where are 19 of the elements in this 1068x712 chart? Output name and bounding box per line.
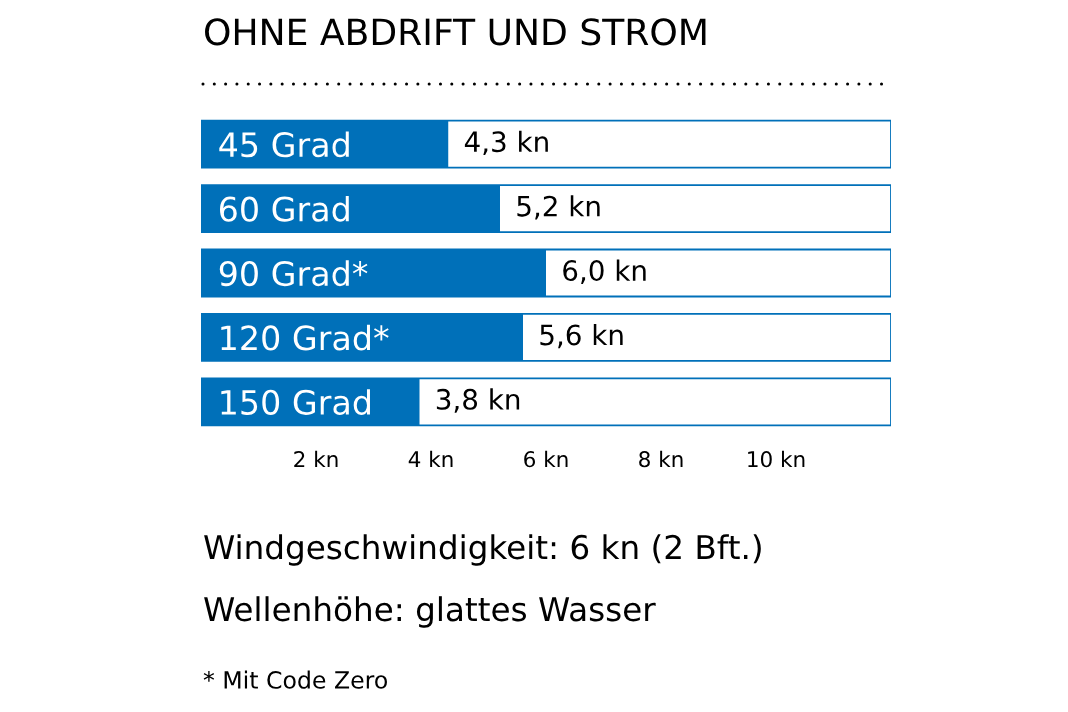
text: Wellenhöhe: glattes Wasser xyxy=(204,596,656,628)
y-tick-label: 90 Grad* xyxy=(219,260,368,287)
chart-title: OHNE ABDRIFT UND STROM xyxy=(205,18,706,46)
data-label: 6,0 kn xyxy=(563,259,646,284)
y-tick-label: 60 Grad xyxy=(219,195,349,222)
text: * Mit Code Zero xyxy=(203,670,387,689)
text: Windgeschwindigkeit: 6 kn (2 Bft.) xyxy=(204,534,761,566)
x-tick-label: 10 kn xyxy=(748,450,805,468)
x-tick-label: 2 kn xyxy=(294,450,338,468)
data-label: 5,6 kn xyxy=(540,323,623,349)
data-label: 5,2 kn xyxy=(517,195,600,220)
x-tick-label: 4 kn xyxy=(408,450,453,468)
y-tick-label: 120 Grad* xyxy=(221,324,389,351)
x-tick-label: 6 kn xyxy=(524,450,568,468)
y-tick-label: 45 Grad xyxy=(219,131,349,158)
data-label: 4,3 kn xyxy=(464,130,548,156)
x-tick-label: 8 kn xyxy=(639,450,683,468)
y-tick-label: 150 Grad xyxy=(221,389,370,415)
data-label: 3,8 kn xyxy=(436,388,520,413)
